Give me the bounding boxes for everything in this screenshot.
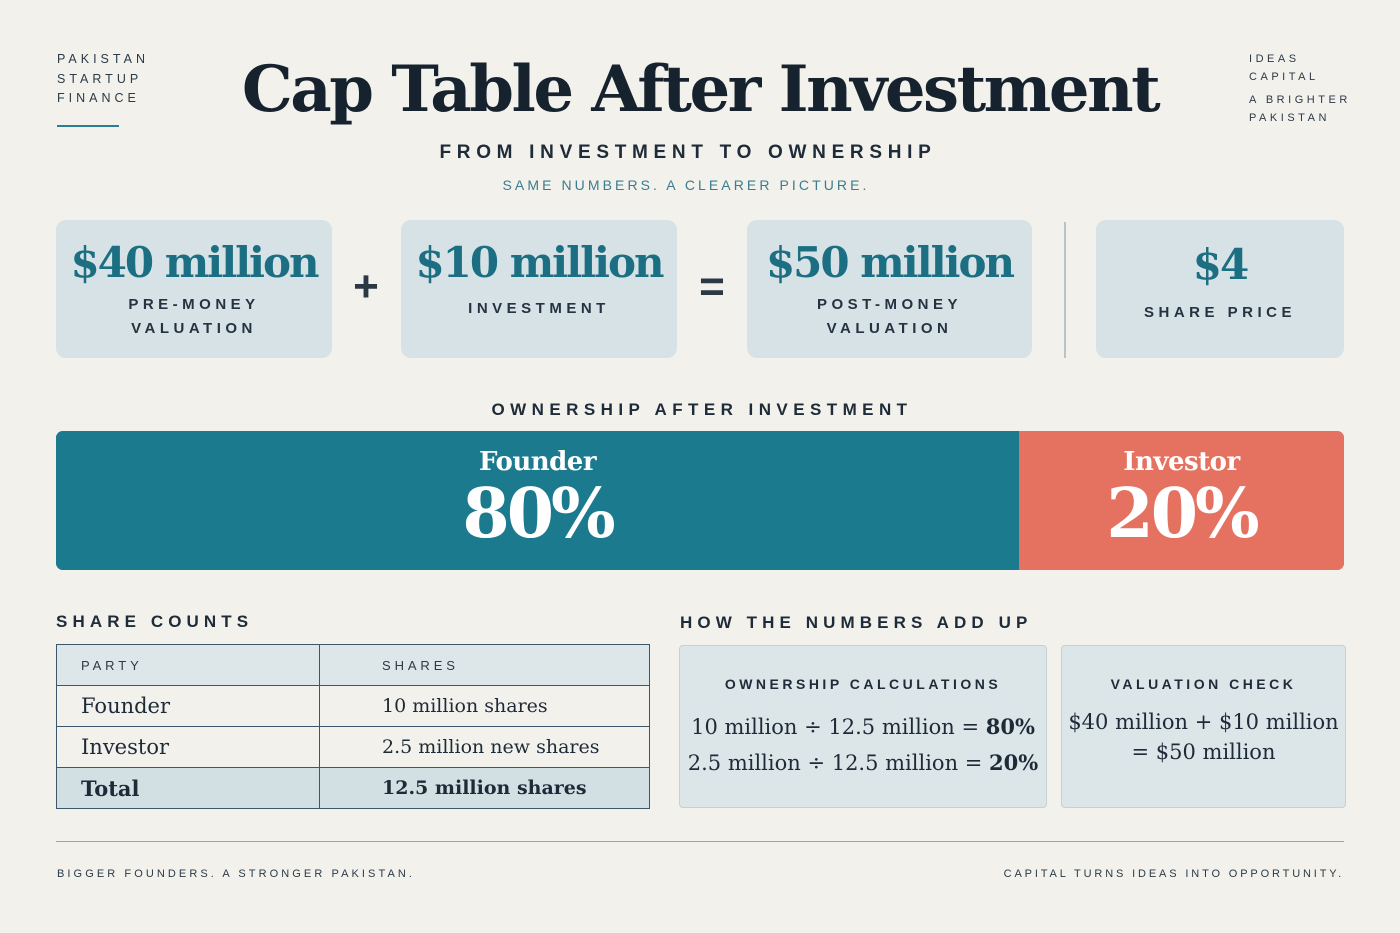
share-counts-title: SHARE COUNTS xyxy=(56,612,254,631)
calc-expression: 2.5 million ÷ 12.5 million = xyxy=(687,751,990,775)
equals-operator: = xyxy=(699,262,725,311)
brand-left-line: PAKISTAN xyxy=(57,52,149,66)
ownership-calculations-box: OWNERSHIP CALCULATIONS 10 million ÷ 12.5… xyxy=(679,645,1047,808)
post-money-amount: $50 million xyxy=(765,238,1015,287)
table-cell-shares: 2.5 million new shares xyxy=(319,726,650,768)
valuation-check-box: VALUATION CHECK $40 million + $10 millio… xyxy=(1061,645,1346,808)
calc-row: 2.5 million ÷ 12.5 million = 20% xyxy=(680,745,1046,781)
footer-right: CAPITAL TURNS IDEAS INTO OPPORTUNITY. xyxy=(1003,868,1344,880)
pre-money-card: $40 million PRE-MONEY VALUATION xyxy=(56,220,332,358)
brand-left-line: FINANCE xyxy=(57,91,140,105)
brand-right-line: A BRIGHTER xyxy=(1249,94,1351,106)
valuation-check-head: VALUATION CHECK xyxy=(1110,676,1297,692)
ownership-calculations-head: OWNERSHIP CALCULATIONS xyxy=(724,676,1002,692)
table-total-row: Total 12.5 million shares xyxy=(56,767,650,809)
footer-left: BIGGER FOUNDERS. A STRONGER PAKISTAN. xyxy=(57,868,416,880)
add-up-title: HOW THE NUMBERS ADD UP xyxy=(680,613,1033,632)
post-money-label: POST-MONEY xyxy=(816,296,962,313)
investment-label: INVESTMENT xyxy=(468,300,610,317)
pre-money-label: PRE-MONEY xyxy=(128,296,260,313)
share-price-amount: $4 xyxy=(1192,240,1249,289)
table-header-party: PARTY xyxy=(56,644,320,686)
brand-left: PAKISTAN STARTUP FINANCE xyxy=(57,50,149,109)
founder-label: Founder xyxy=(478,447,597,477)
table-cell-party: Investor xyxy=(56,726,320,768)
footer-rule xyxy=(56,841,1344,842)
brand-right-line: IDEAS xyxy=(1249,53,1300,65)
share-counts-table: PARTY SHARES Founder 10 million shares I… xyxy=(56,644,650,809)
ownership-bar: Founder 80% Investor 20% xyxy=(56,431,1344,570)
valuation-check-line: = $50 million xyxy=(1131,740,1276,764)
page-subtitle: FROM INVESTMENT TO OWNERSHIP xyxy=(439,142,937,163)
founder-percent: 80% xyxy=(462,474,615,554)
pre-money-label: VALUATION xyxy=(131,320,257,337)
investor-percent: 20% xyxy=(1106,474,1259,554)
page-tagline: SAME NUMBERS. A CLEARER PICTURE. xyxy=(502,177,870,193)
investment-amount: $10 million xyxy=(415,238,664,287)
investment-card: $10 million INVESTMENT xyxy=(401,220,677,358)
share-price-card: $4 SHARE PRICE xyxy=(1096,220,1344,358)
investor-segment: Investor 20% xyxy=(1019,431,1344,570)
table-row: Founder 10 million shares xyxy=(56,685,650,727)
brand-left-line: STARTUP xyxy=(57,71,143,86)
calc-result: 80% xyxy=(985,714,1035,739)
valuation-check-line: $40 million + $10 million xyxy=(1068,710,1339,734)
brand-accent-rule xyxy=(57,125,119,127)
investor-label: Investor xyxy=(1123,447,1240,477)
calc-result: 20% xyxy=(989,750,1039,775)
calc-row: 10 million ÷ 12.5 million = 80% xyxy=(680,709,1046,745)
card-divider xyxy=(1064,222,1066,358)
table-header-row: PARTY SHARES xyxy=(56,644,650,686)
table-total-shares: 12.5 million shares xyxy=(319,767,650,809)
table-cell-party: Founder xyxy=(56,685,320,727)
post-money-label: VALUATION xyxy=(826,320,953,337)
calc-expression: 10 million ÷ 12.5 million = xyxy=(691,715,986,739)
table-total-party: Total xyxy=(56,767,320,809)
ownership-title: OWNERSHIP AFTER INVESTMENT xyxy=(491,400,913,419)
table-row: Investor 2.5 million new shares xyxy=(56,726,650,768)
founder-segment: Founder 80% xyxy=(56,431,1019,570)
table-header-shares: SHARES xyxy=(319,644,650,686)
post-money-card: $50 million POST-MONEY VALUATION xyxy=(747,220,1032,358)
brand-right: IDEAS CAPITAL A BRIGHTER PAKISTAN xyxy=(1249,50,1351,127)
share-price-label: SHARE PRICE xyxy=(1143,304,1297,321)
brand-right-line: PAKISTAN xyxy=(1249,112,1330,124)
plus-operator: + xyxy=(353,262,379,311)
page-title: Cap Table After Investment xyxy=(241,52,1161,127)
table-cell-shares: 10 million shares xyxy=(319,685,650,727)
brand-right-line: CAPITAL xyxy=(1249,71,1319,83)
pre-money-amount: $40 million xyxy=(70,238,319,287)
